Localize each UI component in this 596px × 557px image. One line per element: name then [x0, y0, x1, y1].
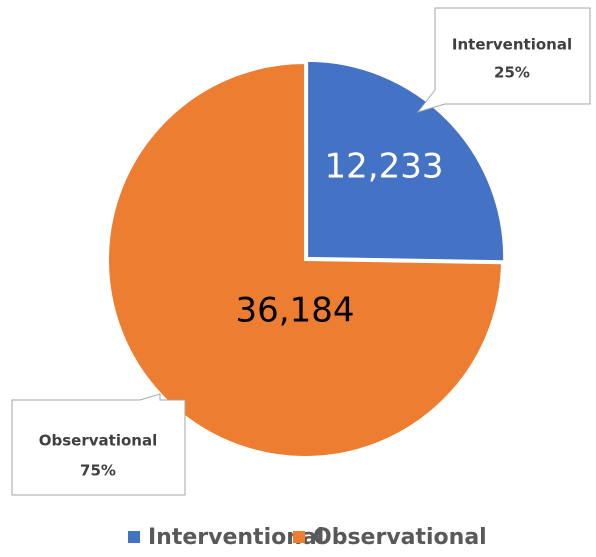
callout-box — [416, 7, 591, 113]
value-label: 36,184 — [236, 291, 355, 331]
pie — [107, 59, 506, 458]
pie-slice — [306, 59, 506, 263]
callout-percent: 25% — [494, 64, 530, 82]
callout-percent: 75% — [80, 462, 116, 480]
legend-swatch — [293, 531, 305, 543]
value-label: 12,233 — [325, 147, 444, 187]
callout-category: Interventional — [452, 36, 572, 54]
legend-swatch — [128, 531, 140, 543]
callout-box — [11, 393, 186, 496]
legend-label: Observational — [313, 525, 487, 550]
pie-slice — [107, 61, 503, 458]
callout-category: Observational — [39, 432, 157, 450]
